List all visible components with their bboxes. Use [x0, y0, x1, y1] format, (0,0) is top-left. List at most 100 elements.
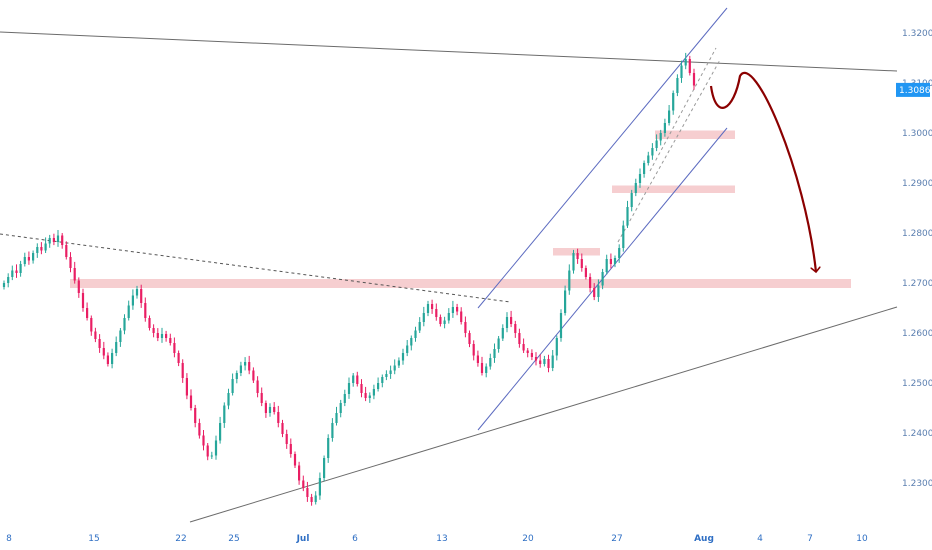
price-tick-label: 1.23000 — [902, 479, 932, 489]
channel-upper — [477, 7, 728, 309]
candle-body-132 — [551, 355, 554, 368]
candle-body-110 — [460, 311, 463, 322]
candle-body-61 — [256, 380, 259, 393]
candle-body-25 — [106, 355, 109, 364]
candle-body-14 — [61, 235, 64, 245]
candle-body-15 — [65, 245, 68, 257]
candle-body-151 — [630, 193, 633, 207]
candle-body-124 — [518, 333, 521, 344]
candle-body-41 — [173, 343, 176, 353]
candle-body-45 — [189, 395, 193, 408]
candle-body-150 — [626, 207, 629, 226]
candle-body-40 — [169, 338, 172, 343]
support-resistance-zones — [70, 130, 851, 288]
price-tick-label: 1.28000 — [902, 229, 932, 239]
price-tick-label: 1.24000 — [902, 429, 932, 439]
candle-body-94 — [393, 365, 396, 371]
candle-body-21 — [90, 318, 93, 332]
candle-body-161 — [672, 93, 675, 111]
candle-body-97 — [406, 345, 409, 353]
candle-body-107 — [447, 313, 450, 321]
candle-body-46 — [194, 408, 197, 423]
time-tick-label: 10 — [856, 534, 868, 544]
candle-body-144 — [601, 272, 604, 286]
candle-body-44 — [185, 378, 188, 396]
candle-body-118 — [493, 349, 496, 358]
current-price-tag: 1.30863 — [896, 82, 932, 97]
candle-body-82 — [343, 394, 346, 403]
candle-body-89 — [372, 389, 375, 396]
candle-body-5 — [23, 257, 26, 264]
candle-body-96 — [401, 353, 405, 361]
candle-body-87 — [364, 393, 367, 398]
candle-body-133 — [555, 338, 558, 356]
candle-body-103 — [431, 304, 434, 309]
candle-body-128 — [534, 357, 538, 361]
candle-body-121 — [505, 317, 509, 328]
candle-body-83 — [347, 383, 351, 394]
candle-body-154 — [643, 163, 646, 174]
candle-body-162 — [676, 78, 679, 93]
candle-body-69 — [289, 444, 292, 454]
time-tick-label: 27 — [611, 534, 622, 544]
candle-body-31 — [131, 295, 134, 306]
candle-body-3 — [15, 270, 18, 273]
candle-body-28 — [119, 330, 122, 342]
candle-body-129 — [539, 360, 542, 364]
candle-body-64 — [268, 407, 272, 413]
candle-body-146 — [609, 259, 612, 264]
candle-body-65 — [273, 407, 276, 412]
candle-body-0 — [2, 283, 6, 287]
time-tick-label: 13 — [436, 534, 447, 544]
candle-body-166 — [692, 73, 696, 86]
time-tick-label: 20 — [522, 534, 534, 544]
candle-body-19 — [81, 293, 85, 308]
candle-body-2 — [11, 270, 14, 277]
candle-body-17 — [73, 268, 76, 281]
candle-body-62 — [260, 393, 263, 403]
candle-body-51 — [214, 440, 218, 456]
candle-body-92 — [385, 374, 388, 377]
candle-body-165 — [688, 59, 691, 73]
time-tick-label: 8 — [6, 534, 12, 544]
candle-body-38 — [160, 334, 164, 338]
candle-body-90 — [377, 383, 380, 389]
candle-body-75 — [314, 495, 317, 502]
channel-mid-dashed-a — [617, 59, 721, 243]
candle-body-80 — [335, 413, 338, 423]
candle-body-20 — [86, 308, 89, 318]
candle-body-164 — [684, 59, 687, 66]
candle-body-35 — [148, 318, 151, 328]
candle-body-85 — [356, 375, 359, 384]
time-axis: 8 15 22 25 Jul 6 13 20 27 Aug 4 7 10 — [6, 534, 868, 544]
candle-body-100 — [418, 322, 421, 331]
candle-body-47 — [198, 423, 201, 436]
candle-body-29 — [123, 318, 126, 331]
candle-body-136 — [568, 270, 571, 291]
candle-body-76 — [318, 478, 321, 496]
candle-body-13 — [56, 235, 60, 242]
candle-body-39 — [165, 334, 168, 338]
candle-body-120 — [501, 328, 504, 339]
candle-body-126 — [526, 350, 529, 353]
candle-body-139 — [580, 259, 583, 268]
projected-path — [709, 72, 816, 272]
candle-body-143 — [597, 285, 600, 297]
candle-body-71 — [298, 465, 301, 481]
candle-body-98 — [410, 338, 413, 346]
candle-body-42 — [177, 353, 180, 363]
candle-body-115 — [480, 363, 484, 373]
candle-body-147 — [613, 258, 617, 264]
price-tick-label: 1.25000 — [902, 379, 932, 389]
time-tick-label: 4 — [757, 534, 763, 544]
price-tick-label: 1.30000 — [902, 129, 932, 139]
candle-body-18 — [77, 280, 80, 293]
candle-body-123 — [514, 324, 517, 333]
candle-body-59 — [248, 362, 251, 371]
candle-body-54 — [227, 393, 230, 406]
candle-body-68 — [285, 434, 288, 444]
candle-body-55 — [231, 379, 234, 393]
candle-body-81 — [339, 403, 342, 413]
candle-body-22 — [94, 331, 97, 339]
